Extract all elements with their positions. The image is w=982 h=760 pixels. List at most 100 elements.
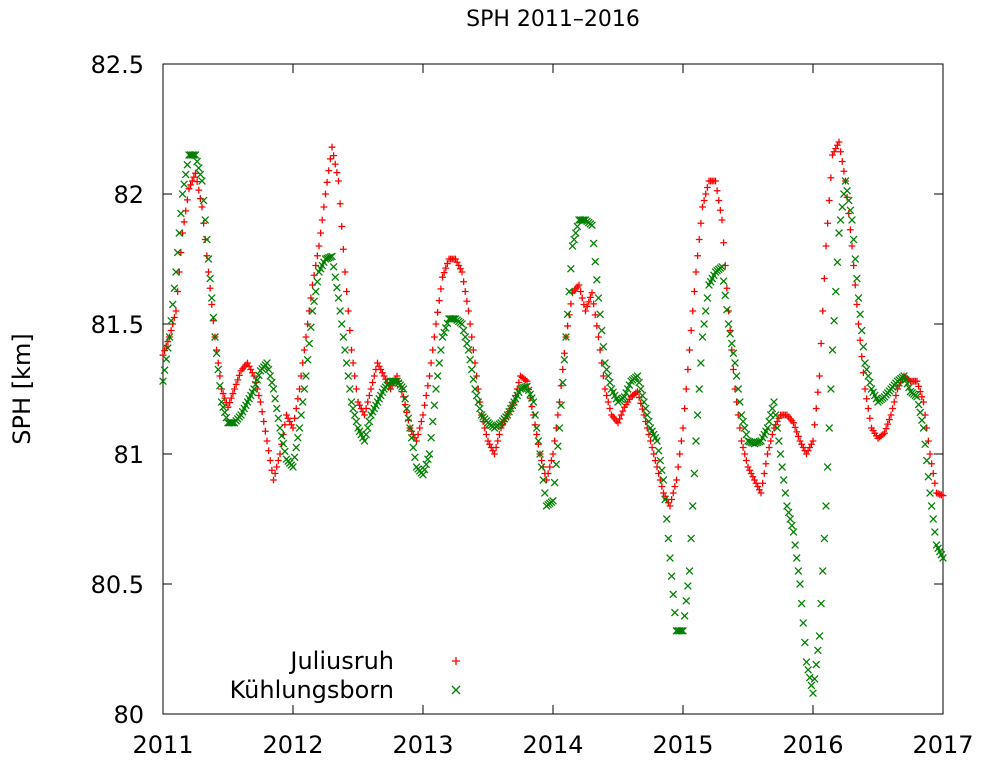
data-point (313, 252, 321, 260)
data-point (903, 379, 912, 388)
data-point (409, 443, 418, 452)
data-point (311, 287, 320, 296)
data-point (890, 398, 898, 406)
data-point (440, 328, 448, 337)
data-point (559, 366, 567, 373)
data-point (734, 411, 742, 419)
data-point (432, 320, 440, 328)
data-point (588, 289, 596, 297)
data-point (848, 242, 856, 250)
data-point (638, 391, 647, 400)
data-point (196, 170, 205, 179)
data-point (695, 236, 703, 243)
data-point (253, 376, 262, 384)
data-point (729, 349, 738, 358)
data-point (346, 385, 354, 393)
data-point (915, 383, 923, 390)
data-point (337, 320, 346, 328)
data-point (806, 444, 814, 451)
data-point (297, 372, 305, 380)
data-point (666, 502, 674, 510)
data-point (740, 424, 749, 432)
data-point (367, 385, 375, 393)
data-point (439, 273, 446, 281)
data-point (346, 327, 354, 334)
data-point (437, 346, 445, 354)
data-point (459, 326, 468, 335)
data-point (759, 479, 767, 487)
data-point (755, 486, 763, 494)
data-point (838, 158, 846, 165)
data-point (178, 190, 187, 198)
data-point (486, 440, 494, 448)
data-point (552, 460, 561, 469)
data-point (742, 430, 751, 439)
data-point (635, 378, 643, 387)
data-point (633, 372, 642, 380)
data-point (814, 388, 822, 396)
data-point (675, 626, 684, 635)
data-point (669, 489, 677, 497)
data-point (667, 572, 676, 581)
data-point (271, 394, 279, 403)
data-point (414, 431, 422, 438)
data-point (531, 411, 539, 419)
data-point (201, 216, 210, 224)
data-point (441, 324, 450, 332)
data-point (684, 582, 692, 590)
data-point (830, 148, 838, 156)
data-point (211, 333, 219, 341)
data-point (688, 502, 697, 510)
data-point (554, 442, 562, 451)
data-point (220, 408, 229, 417)
data-point (741, 450, 749, 458)
data-point (824, 219, 832, 227)
data-point (848, 216, 856, 224)
data-point (846, 226, 854, 234)
data-point (820, 275, 828, 282)
data-point (593, 322, 601, 330)
data-point (731, 385, 739, 393)
data-point (653, 437, 661, 445)
data-point (208, 301, 216, 308)
data-point (273, 463, 281, 471)
data-point (666, 554, 674, 562)
data-point (703, 184, 711, 191)
data-point (234, 376, 242, 384)
data-point (606, 405, 614, 412)
data-point (832, 145, 840, 152)
data-point (250, 372, 258, 380)
data-point (606, 378, 614, 387)
data-point (565, 287, 574, 296)
data-point (588, 221, 596, 230)
data-point (881, 429, 888, 437)
data-point (435, 359, 444, 367)
data-point (924, 472, 933, 481)
data-point (170, 284, 179, 293)
data-point (786, 515, 795, 523)
data-point (494, 437, 502, 445)
data-point (289, 463, 297, 471)
data-point (352, 385, 360, 393)
data-point (528, 394, 536, 402)
data-point (341, 346, 349, 354)
data-point (554, 411, 562, 419)
data-point (356, 401, 364, 409)
data-point (292, 443, 301, 452)
data-point (203, 235, 211, 244)
data-point (193, 157, 201, 166)
data-point (219, 390, 227, 397)
data-point (693, 411, 702, 419)
data-point (885, 416, 893, 423)
data-point (365, 417, 374, 426)
data-point (349, 404, 357, 413)
data-point (640, 398, 648, 406)
data-point (434, 308, 442, 316)
data-point (264, 365, 273, 374)
data-point (784, 508, 793, 517)
data-point (757, 489, 765, 497)
data-point (656, 476, 664, 484)
data-point (811, 421, 819, 429)
data-point (573, 222, 582, 231)
